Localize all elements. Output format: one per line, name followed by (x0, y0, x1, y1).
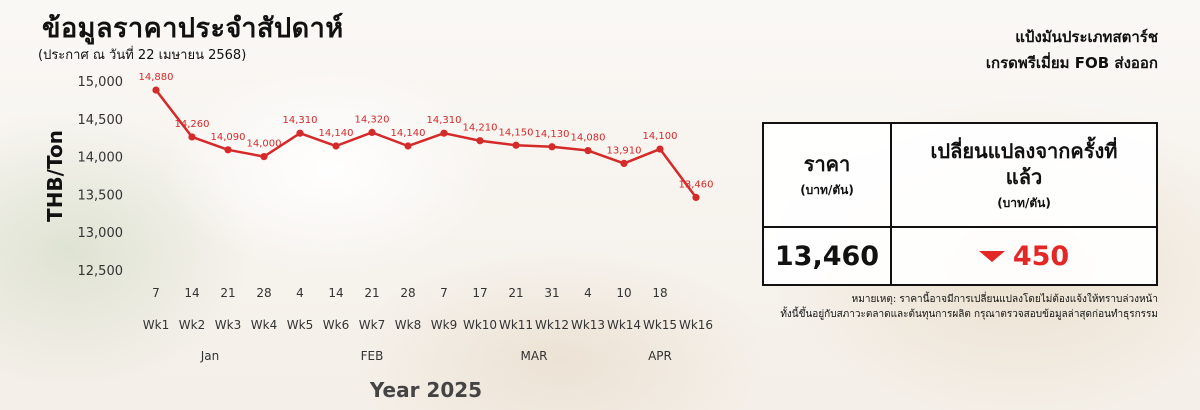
data-label: 14,140 (319, 128, 354, 139)
x-week-label: Wk12 (535, 318, 569, 332)
data-point (260, 153, 268, 161)
data-point (368, 128, 376, 137)
data-label: 14,080 (571, 133, 606, 144)
price-line-chart: THB/Ton 12,500 13,000 13,500 14,000 14,500 15,… (43, 72, 714, 402)
x-day-label: 31 (544, 286, 559, 300)
data-point (512, 141, 520, 149)
x-week-label: Wk16 (679, 318, 713, 332)
change-header-cell: เปลี่ยนแปลงจากครั้งที่ แล้ว (บาท/ตัน) (890, 122, 1158, 228)
x-week-label: Wk6 (323, 318, 349, 332)
x-week-label: Wk10 (463, 318, 497, 332)
x-week-label: Wk14 (607, 318, 641, 332)
series-line (155, 89, 698, 199)
data-point (152, 86, 160, 94)
x-week-label: Wk7 (359, 318, 385, 332)
change-unit: (บาท/ตัน) (997, 195, 1051, 210)
product-grade: เกรดพรีเมี่ยม FOB ส่งออก (985, 54, 1158, 72)
x-week-label: Wk4 (251, 318, 277, 332)
x-day-label: 4 (296, 286, 304, 300)
data-point (332, 142, 340, 150)
data-point (404, 142, 412, 150)
data-label: 14,100 (643, 131, 678, 142)
x-day-label: 7 (152, 286, 160, 300)
price-unit: (บาท/ตัน) (800, 182, 854, 197)
data-point (548, 143, 556, 151)
x-day-label: 14 (184, 286, 199, 300)
data-point (656, 145, 664, 153)
x-month-label: Jan (200, 349, 220, 363)
x-week-label: Wk2 (179, 318, 205, 332)
data-label: 14,130 (535, 129, 570, 140)
price-value-cell: 13,460 (762, 226, 892, 286)
x-week-label: Wk8 (395, 318, 421, 332)
x-day-label: 21 (508, 286, 523, 300)
x-month-label: FEB (361, 349, 384, 363)
y-axis-title: THB/Ton (43, 130, 67, 222)
product-type: แป้งมันประเภทสตาร์ช (1015, 28, 1158, 46)
data-point (584, 146, 592, 155)
x-day-label: 21 (220, 286, 235, 300)
x-day-label: 21 (364, 286, 379, 300)
x-axis-title: Year 2025 (369, 378, 482, 402)
page-title: ข้อมูลราคาประจำสัปดาห์ (42, 13, 344, 44)
announcement-date: (ประกาศ ณ วันที่ 22 เมษายน 2568) (38, 48, 247, 63)
data-point (188, 133, 196, 141)
x-day-label: 28 (400, 286, 415, 300)
data-point (476, 137, 484, 145)
x-week-label: Wk11 (499, 318, 533, 332)
x-week-label: Wk15 (643, 318, 677, 332)
x-week-label: Wk1 (143, 318, 169, 332)
x-day-label: 14 (328, 286, 343, 300)
data-label: 14,310 (283, 115, 318, 126)
data-label: 14,310 (427, 115, 462, 126)
down-triangle-icon (978, 250, 1005, 262)
note-line-1: หมายเหตุ: ราคานี้อาจมีการเปลี่ยนแปลงโดยไ… (851, 294, 1158, 305)
x-week-label: Wk3 (215, 318, 241, 332)
y-tick-label: 13,500 (78, 188, 124, 203)
x-month-label: APR (648, 349, 672, 363)
x-day-label: 18 (652, 286, 667, 300)
data-label: 14,090 (211, 132, 246, 143)
change-value-cell: 450 (890, 226, 1158, 286)
y-tick-label: 13,000 (78, 226, 124, 241)
data-point (296, 129, 304, 137)
data-label: 13,910 (607, 145, 642, 156)
note-line-2: ทั้งนี้ขึ้นอยู่กับสภาวะตลาดและต้นทุนการผ… (780, 309, 1158, 320)
data-label: 14,260 (175, 119, 210, 130)
x-day-label: 4 (584, 286, 592, 300)
data-point (692, 193, 700, 202)
product-name: แป้งมันประเภทสตาร์ช เกรดพรีเมี่ยม FOB ส่… (986, 24, 1158, 76)
x-week-label: Wk13 (571, 318, 605, 332)
x-day-label: 7 (440, 286, 448, 300)
price-header: ราคา (803, 151, 851, 176)
x-week-label: Wk9 (431, 318, 457, 332)
change-header-line1: เปลี่ยนแปลงจากครั้งที่ (930, 138, 1118, 163)
y-tick-label: 14,000 (78, 151, 124, 166)
x-day-label: 28 (256, 286, 271, 300)
data-label: 14,210 (463, 123, 498, 134)
data-label: 14,140 (391, 128, 426, 139)
price-summary-table: ราคา (บาท/ตัน) เปลี่ยนแปลงจากครั้งที่ แล… (762, 122, 1158, 286)
price-header-cell: ราคา (บาท/ตัน) (762, 122, 892, 228)
disclaimer-note: หมายเหตุ: ราคานี้อาจมีการเปลี่ยนแปลงโดยไ… (780, 292, 1158, 322)
data-label: 14,150 (499, 127, 534, 138)
data-point (224, 146, 232, 154)
price-value: 13,460 (774, 240, 880, 272)
data-label: 14,880 (139, 72, 174, 83)
y-tick-label: 15,000 (78, 75, 124, 90)
y-tick-label: 12,500 (78, 264, 124, 279)
data-point (440, 129, 448, 137)
x-month-label: MAR (521, 349, 548, 363)
data-label: 14,000 (247, 139, 282, 150)
data-label: 13,460 (679, 179, 714, 190)
x-day-label: 10 (616, 286, 631, 300)
y-tick-label: 14,500 (78, 113, 124, 128)
change-header-line2: แล้ว (1005, 164, 1043, 189)
x-week-label: Wk5 (287, 318, 313, 332)
data-point (620, 159, 628, 168)
change-value: 450 (1012, 240, 1070, 272)
x-day-label: 17 (472, 286, 487, 300)
data-label: 14,320 (355, 114, 390, 125)
